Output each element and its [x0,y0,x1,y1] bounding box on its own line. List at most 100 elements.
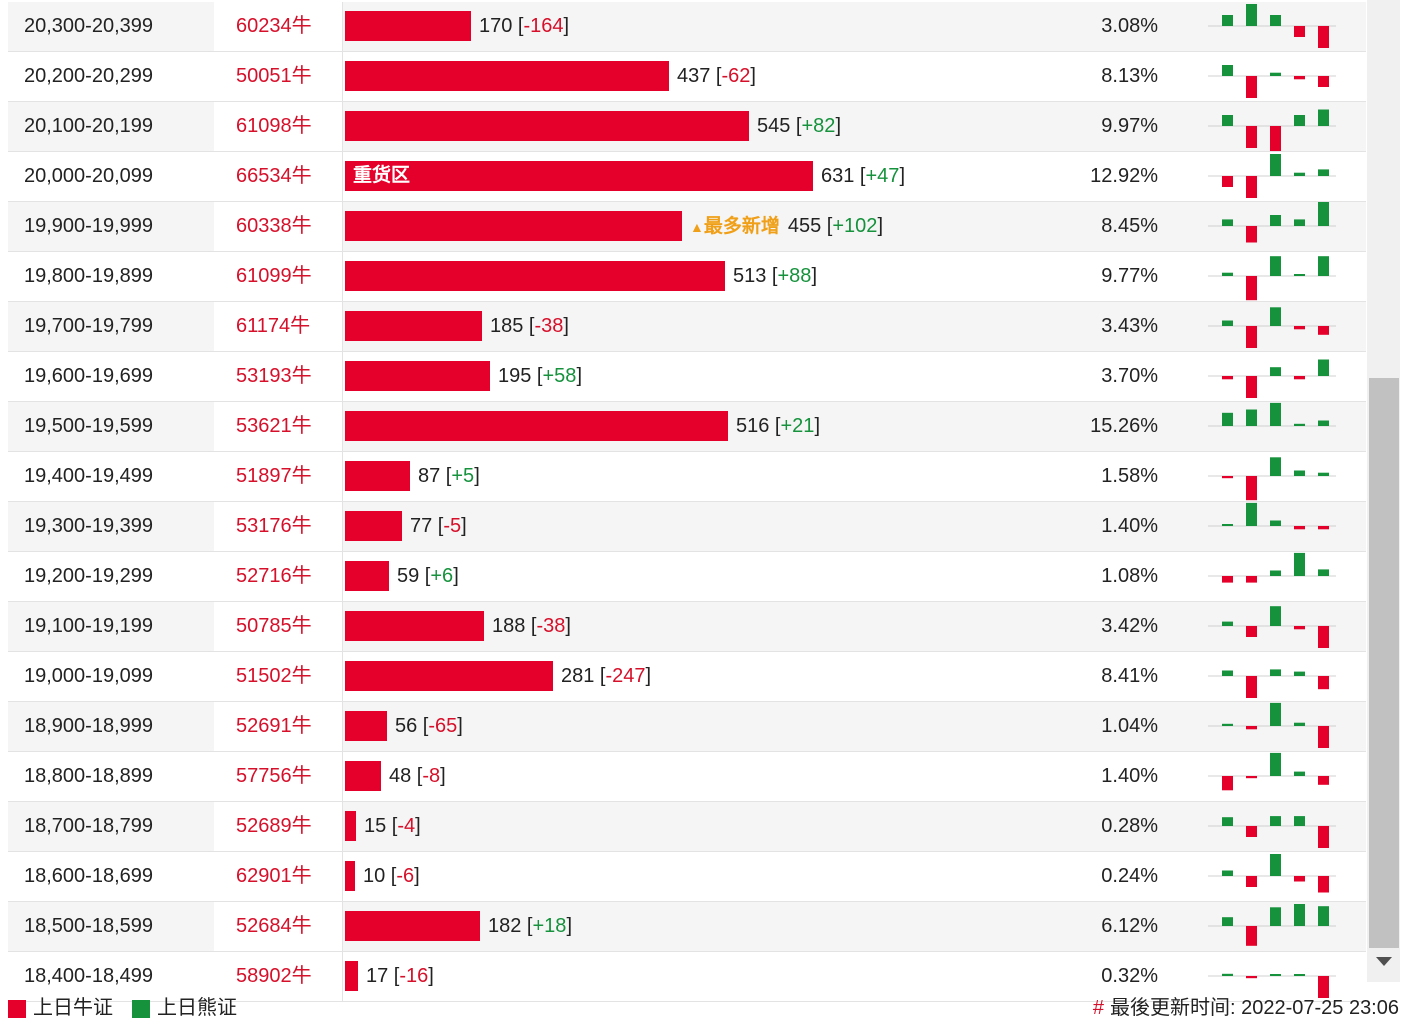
bar-cell: 545 [+82] [342,102,1043,151]
mini-bar [1222,723,1233,726]
cbbc-code-link[interactable]: 53176牛 [214,502,342,551]
cbbc-code-link[interactable]: 52691牛 [214,702,342,751]
mini-bar [1294,552,1305,576]
cbbc-code-link[interactable]: 53621牛 [214,402,342,451]
mini-bar [1246,376,1257,398]
mini-bar [1222,621,1233,626]
mini-bar [1294,626,1305,630]
mini-history-svg [1208,904,1336,946]
percentage: 8.41% [1101,665,1158,687]
count-text: 10 [-6] [363,865,420,887]
mini-history-chart [1200,852,1336,901]
change-value: -5 [443,515,462,537]
price-range: 19,500-19,599 [24,415,154,437]
count-bar [345,561,389,591]
bar-cell: 17 [-16] [342,952,1043,1001]
bar-cell: 437 [-62] [342,52,1043,101]
price-range: 20,100-20,199 [24,115,154,137]
count-bar [345,211,682,241]
cbbc-code-link[interactable]: 61099牛 [236,265,312,287]
change-value: -247 [605,665,646,687]
percentage: 3.08% [1101,15,1158,37]
vertical-scrollbar[interactable] [1367,0,1400,982]
table-row: 19,400-19,499 51897牛 87 [+5] 1.58% [8,452,1366,502]
mini-bar [1294,876,1305,882]
cbbc-code-link[interactable]: 66534牛 [236,165,312,187]
mini-bar [1246,576,1257,583]
count-value: 56 [395,715,418,737]
cbbc-code-link[interactable]: 52684牛 [214,902,342,951]
price-range: 19,000-19,099 [24,665,154,687]
bar-cell: 182 [+18] [342,902,1043,951]
triangle-up-icon: ▲ [690,219,704,235]
count-bar [345,511,402,541]
mini-history-chart [1200,752,1336,801]
count-bar [345,361,490,391]
mini-bar [1222,65,1233,76]
mini-bar [1318,472,1329,476]
cbbc-code-link[interactable]: 52689牛 [214,802,342,851]
mini-bar [1270,816,1281,826]
count-bar [345,861,355,891]
mini-history-chart [1200,2,1336,51]
mini-bar [1222,219,1233,226]
mini-bar [1270,256,1281,276]
bar-cell: 59 [+6] [342,552,1043,601]
cbbc-code-link[interactable]: 60338牛 [214,202,342,251]
cbbc-code-link[interactable]: 61174牛 [214,302,342,351]
change-value: -38 [536,615,566,637]
count-text: 59 [+6] [397,565,459,587]
cbbc-code-link[interactable]: 51502牛 [236,665,312,687]
mini-bar [1294,470,1305,476]
mini-bar [1270,669,1281,676]
mini-bar [1270,72,1281,76]
mini-bar [1246,409,1257,426]
cbbc-code-link[interactable]: 62901牛 [236,865,312,887]
mini-bar [1270,457,1281,476]
mini-bar [1222,524,1233,526]
cbbc-code-link[interactable]: 58902牛 [236,965,312,987]
price-range: 19,800-19,899 [24,265,154,287]
mini-history-chart [1200,452,1336,501]
mini-bar [1222,817,1233,826]
mini-history-chart [1200,52,1336,101]
scrollbar-thumb[interactable] [1369,378,1399,948]
bear-swatch-icon [132,1000,150,1018]
bar-cell: ▲最多新增 455 [+102] [342,202,1043,251]
percentage: 9.97% [1101,115,1158,137]
cbbc-code-link[interactable]: 57756牛 [236,765,312,787]
scroll-down-arrow-icon[interactable] [1376,957,1392,966]
last-updated: # 最後更新时间: 2022-07-25 23:06 [1093,996,1399,1020]
cbbc-code-link[interactable]: 50785牛 [214,602,342,651]
cbbc-code-link[interactable]: 60234牛 [214,2,342,51]
mini-bar [1246,4,1257,26]
last-updated-time: 2022-07-25 23:06 [1241,997,1399,1019]
table-row: 18,400-18,499 58902牛 17 [-16] 0.32% [8,952,1366,1002]
mini-bar [1246,126,1257,148]
cbbc-code-link[interactable]: 53193牛 [236,365,312,387]
cbbc-code-link[interactable]: 61098牛 [214,102,342,151]
count-text: 188 [-38] [492,615,571,637]
change-value: +82 [801,115,836,137]
count-bar [345,811,356,841]
cbbc-code-link[interactable]: 50051牛 [236,65,312,87]
price-range: 19,700-19,799 [24,315,154,337]
count-value: 516 [736,415,770,437]
bar-cell: 281 [-247] [342,652,1043,701]
mini-bar [1246,676,1257,698]
table-row: 18,600-18,699 62901牛 10 [-6] 0.24% [8,852,1366,902]
bar-cell: 56 [-65] [342,702,1043,751]
cbbc-code-link[interactable]: 52716牛 [236,565,312,587]
price-range: 18,800-18,899 [24,765,154,787]
table-row: 20,200-20,299 50051牛 437 [-62] 8.13% [8,52,1366,102]
legend-bull-label: 上日牛证 [33,997,113,1019]
percentage: 1.40% [1101,765,1158,787]
price-range: 18,900-18,999 [24,715,154,737]
price-range: 19,300-19,399 [24,515,154,537]
mini-bar [1246,326,1257,348]
mini-bar [1222,670,1233,676]
change-value: +58 [542,365,577,387]
cbbc-code-link[interactable]: 51897牛 [236,465,312,487]
mini-history-svg [1208,65,1336,98]
mini-history-chart [1200,352,1336,401]
